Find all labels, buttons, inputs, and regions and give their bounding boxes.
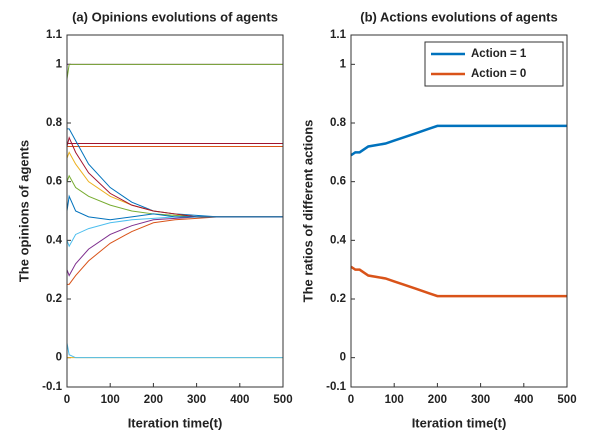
- series-line: [67, 216, 283, 285]
- y-tick-label: 0.2: [46, 293, 62, 305]
- axes-frame: [66, 34, 284, 388]
- series-line: [67, 128, 283, 218]
- y-tick-label: 1.1: [330, 29, 347, 41]
- y-tick-label: 0.8: [46, 117, 63, 129]
- series-line: [66, 174, 283, 218]
- y-tick-label: 1: [56, 58, 63, 70]
- legend-box: [424, 41, 564, 87]
- x-tick-label: 300: [187, 394, 206, 406]
- x-tick-label: 0: [64, 394, 70, 406]
- x-tick-label: 400: [230, 394, 249, 406]
- legend-label: Action = 1: [471, 48, 527, 60]
- x-axis-label: Iteration time(t): [412, 415, 507, 430]
- series-line: [350, 124, 567, 157]
- series-line: [66, 63, 283, 80]
- y-tick-label: 0.4: [330, 234, 347, 246]
- chart-title: (a) Opinions evolutions of agents: [72, 9, 278, 24]
- legend-label: Action = 0: [471, 68, 526, 80]
- series-line: [66, 151, 283, 218]
- legend: Action = 1 Action = 0: [424, 41, 564, 87]
- y-axis-label: The ratios of different actions: [300, 120, 315, 303]
- x-tick-label: 500: [557, 394, 576, 406]
- y-tick-label: 0.4: [46, 234, 63, 246]
- y-tick-label: 0: [56, 352, 62, 364]
- y-tick-label: 0.2: [330, 293, 346, 305]
- chart-title: (b) Actions evolutions of agents: [360, 9, 557, 24]
- x-tick-label: 500: [273, 394, 292, 406]
- y-tick-label: 0.6: [330, 176, 346, 188]
- y-tick-label: 1: [340, 58, 347, 70]
- y-tick-label: 0: [340, 352, 346, 364]
- y-tick-label: 0.8: [330, 117, 347, 129]
- x-tick-label: 300: [471, 394, 490, 406]
- y-tick-label: -0.1: [42, 381, 62, 393]
- series-line: [66, 194, 283, 221]
- y-tick-label: 1.1: [46, 29, 63, 41]
- y-axis-label: The opinions of agents: [16, 140, 31, 282]
- y-tick-label: 0.6: [46, 176, 62, 188]
- x-tick-label: 100: [385, 394, 404, 406]
- x-tick-label: 200: [428, 394, 447, 406]
- x-tick-label: 400: [514, 394, 533, 406]
- series-line: [66, 342, 283, 359]
- series-line: [350, 265, 567, 298]
- series-line: [66, 136, 283, 218]
- x-tick-label: 100: [101, 394, 120, 406]
- x-tick-label: 200: [144, 394, 163, 406]
- y-tick-label: -0.1: [326, 381, 346, 393]
- x-tick-label: 0: [348, 394, 354, 406]
- axes-frame: [350, 34, 568, 388]
- x-axis-label: Iteration time(t): [128, 415, 223, 430]
